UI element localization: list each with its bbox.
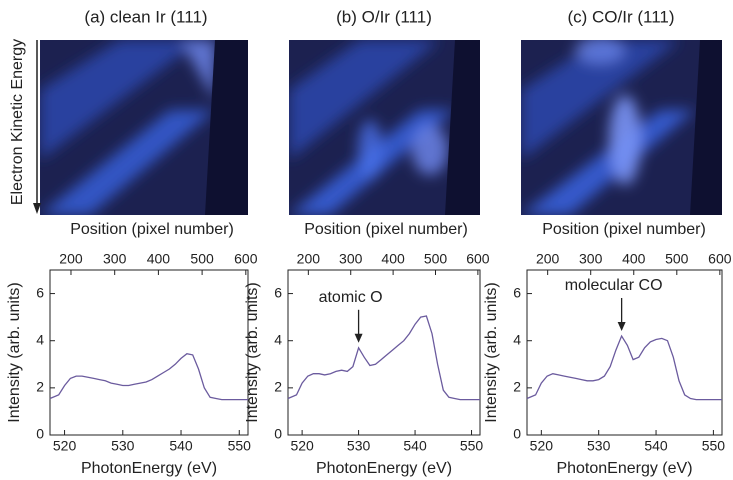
y-tick-label: 0 bbox=[513, 426, 521, 442]
x2-tick-label: 300 bbox=[339, 251, 363, 267]
spectrum-line bbox=[526, 334, 722, 401]
y-axis-label: Intensity (arb. units) bbox=[483, 282, 500, 423]
x2-tick-label: 500 bbox=[190, 251, 214, 267]
x2-tick-label: 300 bbox=[103, 251, 127, 267]
plot-frame bbox=[526, 269, 723, 436]
x-tick-label: 540 bbox=[169, 438, 193, 454]
x2-tick-label: 400 bbox=[622, 251, 646, 267]
x-tick-label: 540 bbox=[403, 438, 427, 454]
x2-tick-label: 400 bbox=[381, 251, 405, 267]
annotation-arrow-head bbox=[617, 322, 626, 331]
y-tick-label: 4 bbox=[513, 331, 521, 347]
image-xlabel: Position (pixel number) bbox=[70, 221, 234, 238]
x-tick-label: 520 bbox=[530, 438, 554, 454]
y-tick-label: 4 bbox=[36, 331, 44, 347]
x2-tick-label: 600 bbox=[708, 251, 732, 267]
x-axis-label: PhotonEnergy (eV) bbox=[81, 460, 217, 477]
annotation: atomic O bbox=[319, 289, 383, 306]
annotation-arrow-head bbox=[354, 333, 363, 343]
x-tick-label: 550 bbox=[460, 438, 484, 454]
y-tick-label: 0 bbox=[274, 426, 282, 442]
image-xlabel: Position (pixel number) bbox=[304, 221, 468, 238]
image-title: (c) CO/Ir (111) bbox=[567, 7, 674, 26]
y-tick-label: 6 bbox=[513, 284, 521, 300]
x-tick-label: 520 bbox=[290, 438, 314, 454]
detector-image bbox=[40, 40, 248, 215]
x2-tick-label: 300 bbox=[579, 251, 603, 267]
x-tick-label: 550 bbox=[702, 438, 726, 454]
x2-tick-label: 400 bbox=[147, 251, 171, 267]
x-tick-label: 530 bbox=[347, 438, 371, 454]
energy-arrow-head bbox=[33, 203, 41, 214]
annotation: molecular CO bbox=[565, 277, 663, 294]
x-tick-label: 530 bbox=[587, 438, 611, 454]
x2-tick-label: 200 bbox=[297, 251, 321, 267]
x2-tick-label: 200 bbox=[536, 251, 560, 267]
y-tick-label: 6 bbox=[36, 284, 44, 300]
plot-frame bbox=[287, 269, 481, 436]
image-xlabel: Position (pixel number) bbox=[542, 221, 706, 238]
y-tick-label: 6 bbox=[274, 284, 282, 300]
x-tick-label: 530 bbox=[111, 438, 135, 454]
x-tick-label: 520 bbox=[53, 438, 77, 454]
spectrum-line bbox=[49, 353, 248, 401]
detector-image bbox=[521, 40, 722, 215]
x-tick-label: 540 bbox=[644, 438, 668, 454]
y-axis-label: Intensity (arb. units) bbox=[6, 282, 23, 423]
detector-image bbox=[289, 40, 480, 215]
y-tick-label: 4 bbox=[274, 331, 282, 347]
x2-tick-label: 200 bbox=[59, 251, 83, 267]
x2-tick-label: 500 bbox=[665, 251, 689, 267]
y-tick-label: 2 bbox=[36, 379, 44, 395]
image-ylabel: Electron Kinetic Energy bbox=[9, 39, 26, 205]
x2-tick-label: 500 bbox=[424, 251, 448, 267]
x2-tick-label: 600 bbox=[234, 251, 258, 267]
y-axis-label: Intensity (arb. units) bbox=[244, 282, 261, 423]
x2-tick-label: 600 bbox=[466, 251, 490, 267]
image-title: (a) clean Ir (111) bbox=[84, 7, 207, 26]
y-tick-label: 2 bbox=[513, 379, 521, 395]
image-title: (b) O/Ir (111) bbox=[336, 7, 432, 26]
x-axis-label: PhotonEnergy (eV) bbox=[556, 460, 692, 477]
x-axis-label: PhotonEnergy (eV) bbox=[316, 460, 452, 477]
spectrum-line bbox=[287, 315, 480, 401]
plot-frame bbox=[49, 269, 249, 436]
y-tick-label: 0 bbox=[36, 426, 44, 442]
y-tick-label: 2 bbox=[274, 379, 282, 395]
x-tick-label: 550 bbox=[228, 438, 252, 454]
